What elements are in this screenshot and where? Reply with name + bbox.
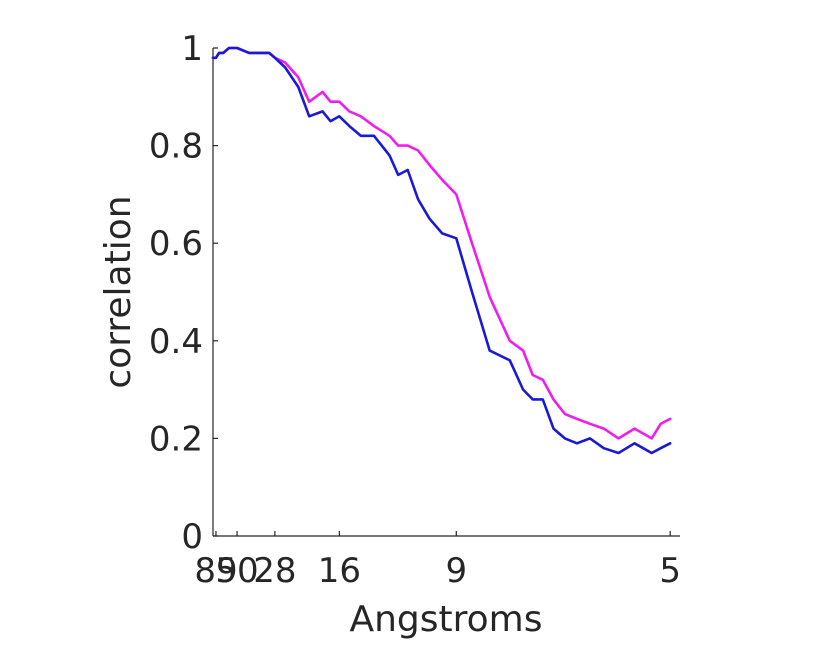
x-tick-label: 16	[318, 551, 361, 591]
y-axis-title: correlation	[98, 195, 139, 388]
x-tick-label: 5	[659, 551, 681, 591]
x-axis-title: Angstroms	[349, 599, 542, 640]
y-tick-label: 0.2	[149, 419, 203, 459]
x-tick-label: 89	[194, 551, 237, 591]
x-tick-label: 9	[445, 551, 467, 591]
series-line-1	[211, 46, 672, 440]
y-tick-label: 0.6	[149, 224, 203, 264]
series-line-2	[211, 46, 672, 455]
y-tick-label: 0.4	[149, 322, 203, 362]
y-tick-label: 0	[181, 517, 203, 557]
labels-layer: Angstroms correlation	[98, 195, 543, 640]
series-layer	[211, 46, 672, 455]
y-tick-label: 1	[181, 29, 203, 69]
x-tick-label: 28	[253, 551, 296, 591]
x-tick-label: 50	[215, 551, 258, 591]
y-tick-label: 0.8	[149, 127, 203, 167]
